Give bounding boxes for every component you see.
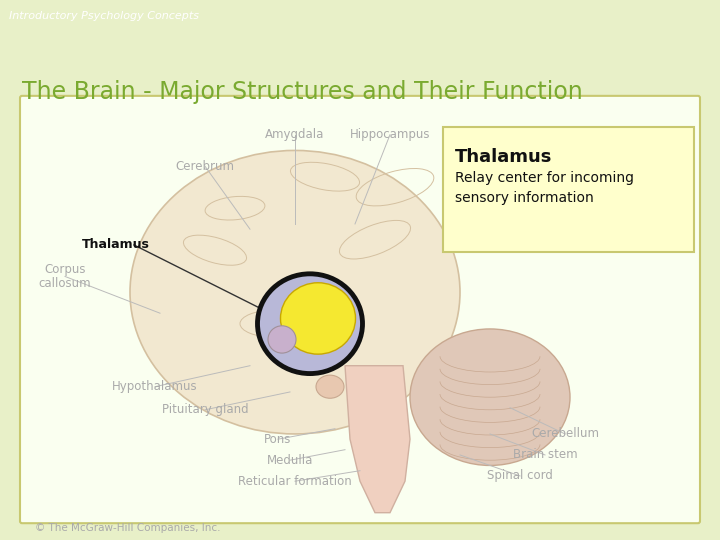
Text: Cerebrum: Cerebrum: [176, 160, 235, 173]
Text: Hippocampus: Hippocampus: [350, 128, 431, 141]
Text: © The McGraw-Hill Companies, Inc.: © The McGraw-Hill Companies, Inc.: [35, 523, 220, 534]
FancyBboxPatch shape: [443, 127, 694, 252]
Text: Medulla: Medulla: [267, 454, 313, 467]
Text: Pituitary gland: Pituitary gland: [162, 403, 248, 416]
Ellipse shape: [268, 326, 296, 353]
Polygon shape: [345, 366, 410, 512]
Text: Introductory Psychology Concepts: Introductory Psychology Concepts: [9, 11, 199, 22]
Text: Thalamus: Thalamus: [82, 239, 150, 252]
Ellipse shape: [130, 151, 460, 434]
Text: Relay center for incoming
sensory information: Relay center for incoming sensory inform…: [455, 172, 634, 205]
Text: Hypothalamus: Hypothalamus: [112, 380, 198, 393]
Text: Brain stem: Brain stem: [513, 448, 577, 462]
Text: The Brain - Major Structures and Their Function: The Brain - Major Structures and Their F…: [22, 80, 582, 104]
Ellipse shape: [316, 375, 344, 399]
Text: Amygdala: Amygdala: [265, 128, 325, 141]
Ellipse shape: [410, 329, 570, 465]
Ellipse shape: [258, 274, 362, 374]
Text: Pons: Pons: [264, 433, 292, 446]
Ellipse shape: [281, 283, 356, 354]
Text: Spinal cord: Spinal cord: [487, 469, 553, 482]
Text: Thalamus: Thalamus: [455, 148, 552, 166]
Text: Reticular formation: Reticular formation: [238, 475, 352, 488]
Text: Cerebellum: Cerebellum: [531, 428, 599, 441]
Text: Corpus
callosum: Corpus callosum: [39, 263, 91, 290]
FancyBboxPatch shape: [20, 96, 700, 523]
